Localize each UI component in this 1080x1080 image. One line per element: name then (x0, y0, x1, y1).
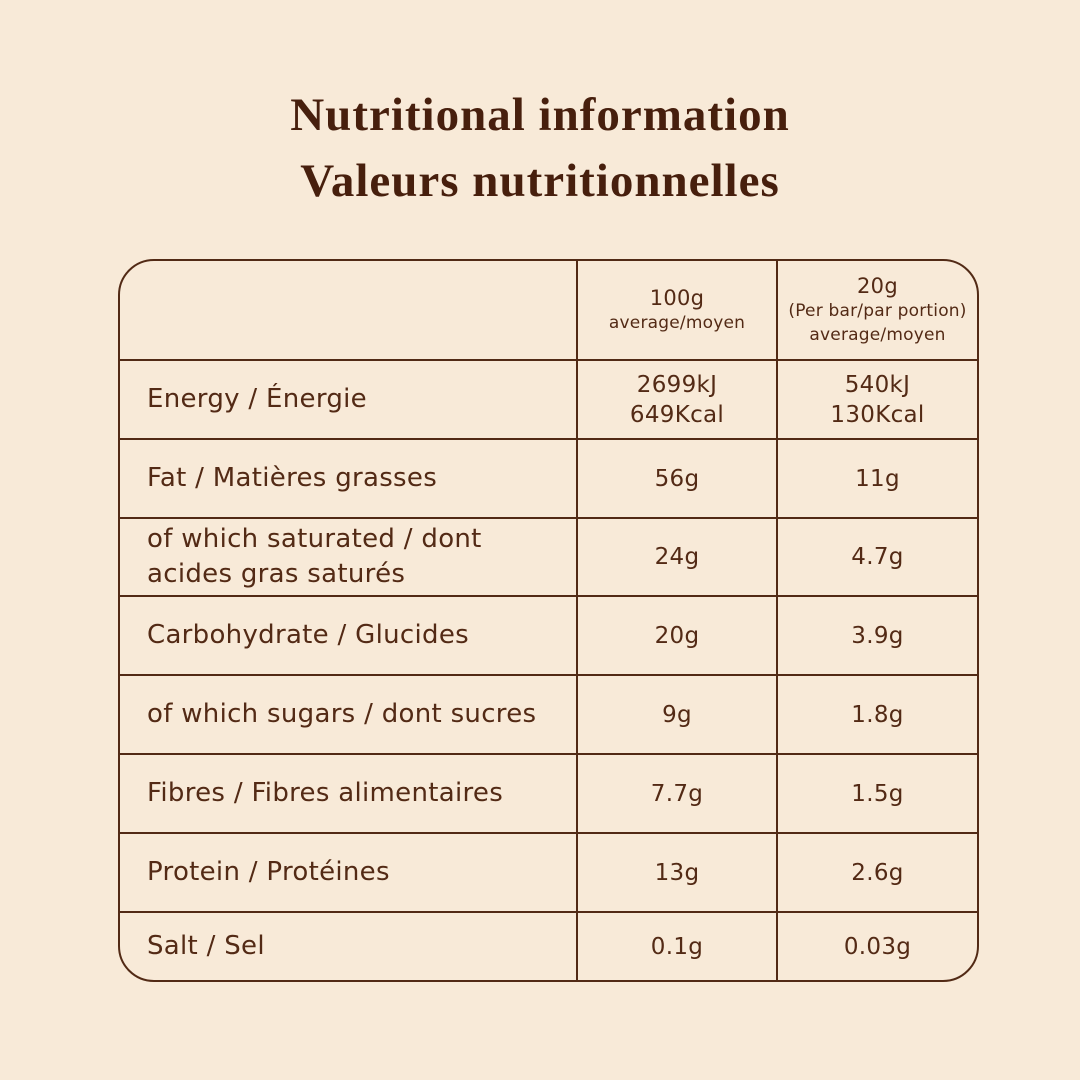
value-per-20g: 1.5g (776, 755, 977, 832)
header-20g-amount: 20g (857, 273, 898, 298)
header-20g-portion-note: (Per bar/par portion) (788, 300, 967, 321)
value-per-100g: 7.7g (576, 755, 776, 832)
value-per-100g: 2699kJ 649Kcal (576, 361, 776, 438)
value-line: 1.8g (851, 701, 904, 728)
value-per-100g: 20g (576, 597, 776, 674)
value-per-100g: 0.1g (576, 913, 776, 980)
table-row-salt: Salt / Sel 0.1g 0.03g (120, 911, 977, 980)
value-line: 0.03g (843, 933, 912, 960)
table-row-protein: Protein / Protéines 13g 2.6g (120, 832, 977, 911)
row-label: of which saturated / dont acides gras sa… (147, 524, 482, 589)
value-per-100g: 9g (576, 676, 776, 753)
value-per-20g: 4.7g (776, 519, 977, 595)
value-line: 130Kcal (830, 401, 925, 428)
value-line: 540kJ (844, 371, 911, 398)
value-line: 20g (654, 622, 700, 649)
header-20g-cell: 20g (Per bar/par portion) average/moyen (776, 261, 977, 359)
value-per-20g: 1.8g (776, 676, 977, 753)
title-line-french: Valeurs nutritionnelles (300, 155, 780, 207)
value-line: 2.6g (851, 859, 904, 886)
value-line: 3.9g (851, 622, 904, 649)
title-line-english: Nutritional information (290, 89, 790, 141)
value-line: 9g (662, 701, 692, 728)
value-line: 24g (654, 544, 700, 570)
table-row-fat: Fat / Matières grasses 56g 11g (120, 438, 977, 517)
header-empty-cell (120, 261, 576, 359)
value-line: 0.1g (650, 933, 704, 960)
value-line: 2699kJ (636, 371, 718, 398)
row-label: Salt / Sel (147, 931, 265, 961)
value-line: 1.5g (851, 780, 904, 807)
table-row-sugars: of which sugars / dont sucres 9g 1.8g (120, 674, 977, 753)
value-line: 13g (654, 859, 700, 886)
row-label: Fat / Matières grasses (147, 463, 438, 493)
table-row-fibre: Fibres / Fibres alimentaires 7.7g 1.5g (120, 753, 977, 832)
value-per-20g: 2.6g (776, 834, 977, 911)
value-per-100g: 56g (576, 440, 776, 517)
value-line: 56g (654, 465, 700, 492)
value-per-100g: 24g (576, 519, 776, 595)
table-header-row: 100g average/moyen 20g (Per bar/par port… (120, 261, 977, 359)
row-label: of which sugars / dont sucres (147, 699, 537, 729)
table-row-carbohydrate: Carbohydrate / Glucides 20g 3.9g (120, 595, 977, 674)
header-100g-average-note: average/moyen (608, 312, 746, 333)
value-per-20g: 540kJ 130Kcal (776, 361, 977, 438)
value-line: 7.7g (650, 780, 704, 807)
page-title: Nutritional information Valeurs nutritio… (0, 82, 1080, 214)
row-label: Energy / Énergie (147, 384, 367, 414)
header-20g-average-note: average/moyen (809, 324, 946, 345)
row-label: Fibres / Fibres alimentaires (147, 778, 504, 808)
value-per-100g: 13g (576, 834, 776, 911)
row-label: Carbohydrate / Glucides (147, 620, 469, 650)
row-label: Protein / Protéines (147, 857, 390, 887)
table-row-energy: Energy / Énergie 2699kJ 649Kcal 540kJ 13… (120, 359, 977, 438)
value-per-20g: 11g (776, 440, 977, 517)
value-line: 4.7g (851, 544, 904, 570)
value-line: 11g (855, 465, 900, 492)
table-row-saturated-fat: of which saturated / dont acides gras sa… (120, 517, 977, 595)
header-100g-amount: 100g (649, 285, 705, 310)
header-100g-cell: 100g average/moyen (576, 261, 776, 359)
value-line: 649Kcal (629, 401, 725, 428)
nutrition-table: 100g average/moyen 20g (Per bar/par port… (118, 259, 979, 982)
value-per-20g: 3.9g (776, 597, 977, 674)
value-per-20g: 0.03g (776, 913, 977, 980)
